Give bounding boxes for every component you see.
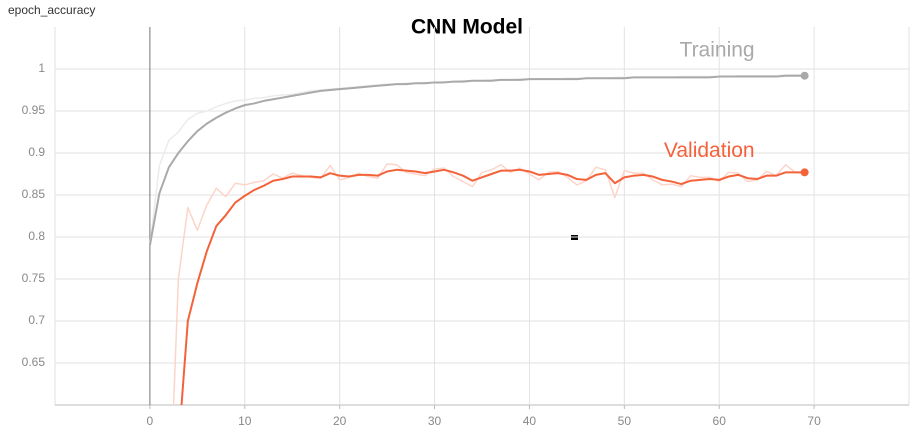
x-tick-label: 10 [238,414,252,428]
x-tick-label: 20 [333,414,347,428]
series-label: Validation [664,139,755,162]
y-tick-label: 0.95 [22,103,46,117]
series-line [148,74,805,246]
x-tick-label: 60 [713,414,727,428]
y-tick-label: 0.9 [28,145,45,159]
x-tick-label: 30 [428,414,442,428]
metric-name: epoch_accuracy [8,3,95,17]
chart-title: CNN Model [411,16,523,39]
plot-area [148,74,805,405]
y-tick-label: 1 [38,61,45,75]
y-tick-label: 0.7 [28,313,45,327]
endpoint [800,71,809,80]
series-label: Training [680,38,755,61]
x-tick-label: 40 [523,414,537,428]
raw-line [172,163,805,405]
x-tick-label: 0 [147,414,154,428]
series-line [180,168,805,405]
y-tick-label: 0.8 [28,229,45,243]
x-tick-label: 70 [807,414,821,428]
y-tick-label: 0.75 [22,271,46,285]
y-tick-label: 0.85 [22,187,46,201]
endpoint [800,168,809,177]
x-tick-label: 50 [618,414,632,428]
y-tick-label: 0.65 [22,355,46,369]
